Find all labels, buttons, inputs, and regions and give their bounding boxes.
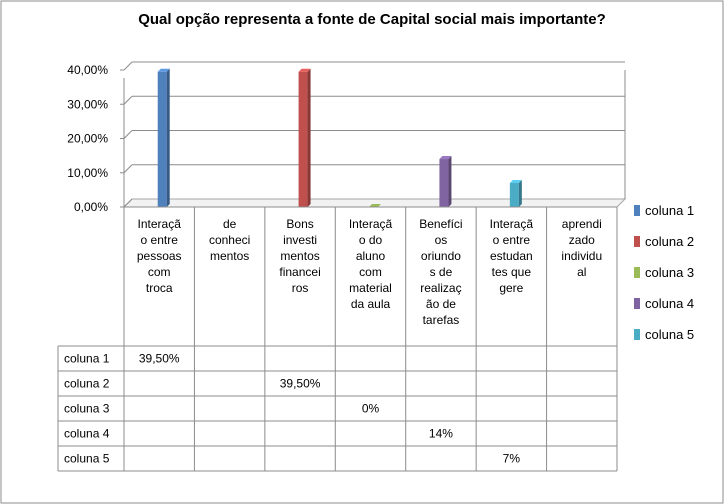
bar-side: [307, 68, 311, 208]
legend-swatch: [634, 298, 640, 309]
data-label: 14%: [429, 427, 453, 441]
bar-side: [166, 68, 170, 208]
legend: coluna 1 coluna 2 coluna 3 coluna 4 coluna 5: [634, 203, 694, 342]
legend-swatch: [634, 205, 640, 216]
bar: [298, 71, 308, 208]
category-label: Bons investi mentos financei ros: [279, 217, 320, 295]
y-tick-label: 20,00%: [67, 132, 108, 146]
category-label: Benefíci os oriundo s de realizaç ão de tarefa…: [419, 217, 462, 327]
gridline-depth: [123, 95, 133, 105]
data-label: 7%: [503, 452, 521, 466]
legend-entry: coluna 2: [645, 234, 694, 249]
legend-swatch: [634, 236, 640, 247]
bar-side: [518, 180, 522, 207]
y-axis-depth-line: [123, 198, 133, 208]
category-label: de conheci mentos: [209, 217, 250, 263]
table-row-label: coluna 2: [64, 377, 110, 391]
chart-title: Qual opção representa a fonte de Capital…: [138, 11, 606, 28]
bar: [509, 183, 519, 207]
bars: [157, 68, 522, 208]
data-label: 39,50%: [139, 352, 180, 366]
bar: [369, 204, 381, 207]
y-tick-label: 10,00%: [67, 166, 108, 180]
y-tick-label: 0,00%: [74, 200, 108, 214]
legend-entry: coluna 4: [645, 296, 694, 311]
table-row-label: coluna 1: [64, 352, 110, 366]
gridline-depth: [123, 164, 133, 174]
bar: [439, 159, 449, 207]
legend-entry: coluna 3: [645, 265, 694, 280]
legend-entry: coluna 5: [645, 327, 694, 342]
bar-top: [509, 180, 522, 184]
axes: 0,00% 10,00% 20,00% 30,00% 40,00%: [67, 63, 133, 214]
bar: [157, 71, 167, 208]
category-label: Interaçã o entre pessoas com troca: [137, 217, 182, 295]
gridline-depth: [123, 61, 133, 71]
data-label: 0%: [362, 402, 380, 416]
data-table: Interaçã o entre pessoas com troca de conheci m…: [57, 206, 618, 472]
bar-top: [298, 68, 311, 72]
grid: [122, 61, 627, 208]
category-label: Interaçã o do aluno com material da aula: [349, 217, 393, 311]
table-row-label: coluna 3: [64, 402, 110, 416]
table-row-label: coluna 5: [64, 452, 110, 466]
category-label: aprendi zado individu al: [561, 217, 602, 279]
y-tick-label: 40,00%: [67, 63, 108, 77]
gridline-depth: [123, 130, 133, 139]
legend-swatch: [634, 329, 640, 340]
table-row-label: coluna 4: [64, 427, 110, 441]
legend-entry: coluna 1: [645, 203, 694, 218]
data-label: 39,50%: [280, 377, 321, 391]
bar-side: [448, 156, 452, 207]
bar-top: [157, 68, 170, 72]
bar-top: [439, 156, 452, 160]
y-tick-label: 30,00%: [67, 97, 108, 111]
legend-swatch: [634, 267, 640, 278]
category-label: Interaçã o entre estudan tes que gere: [490, 217, 534, 295]
